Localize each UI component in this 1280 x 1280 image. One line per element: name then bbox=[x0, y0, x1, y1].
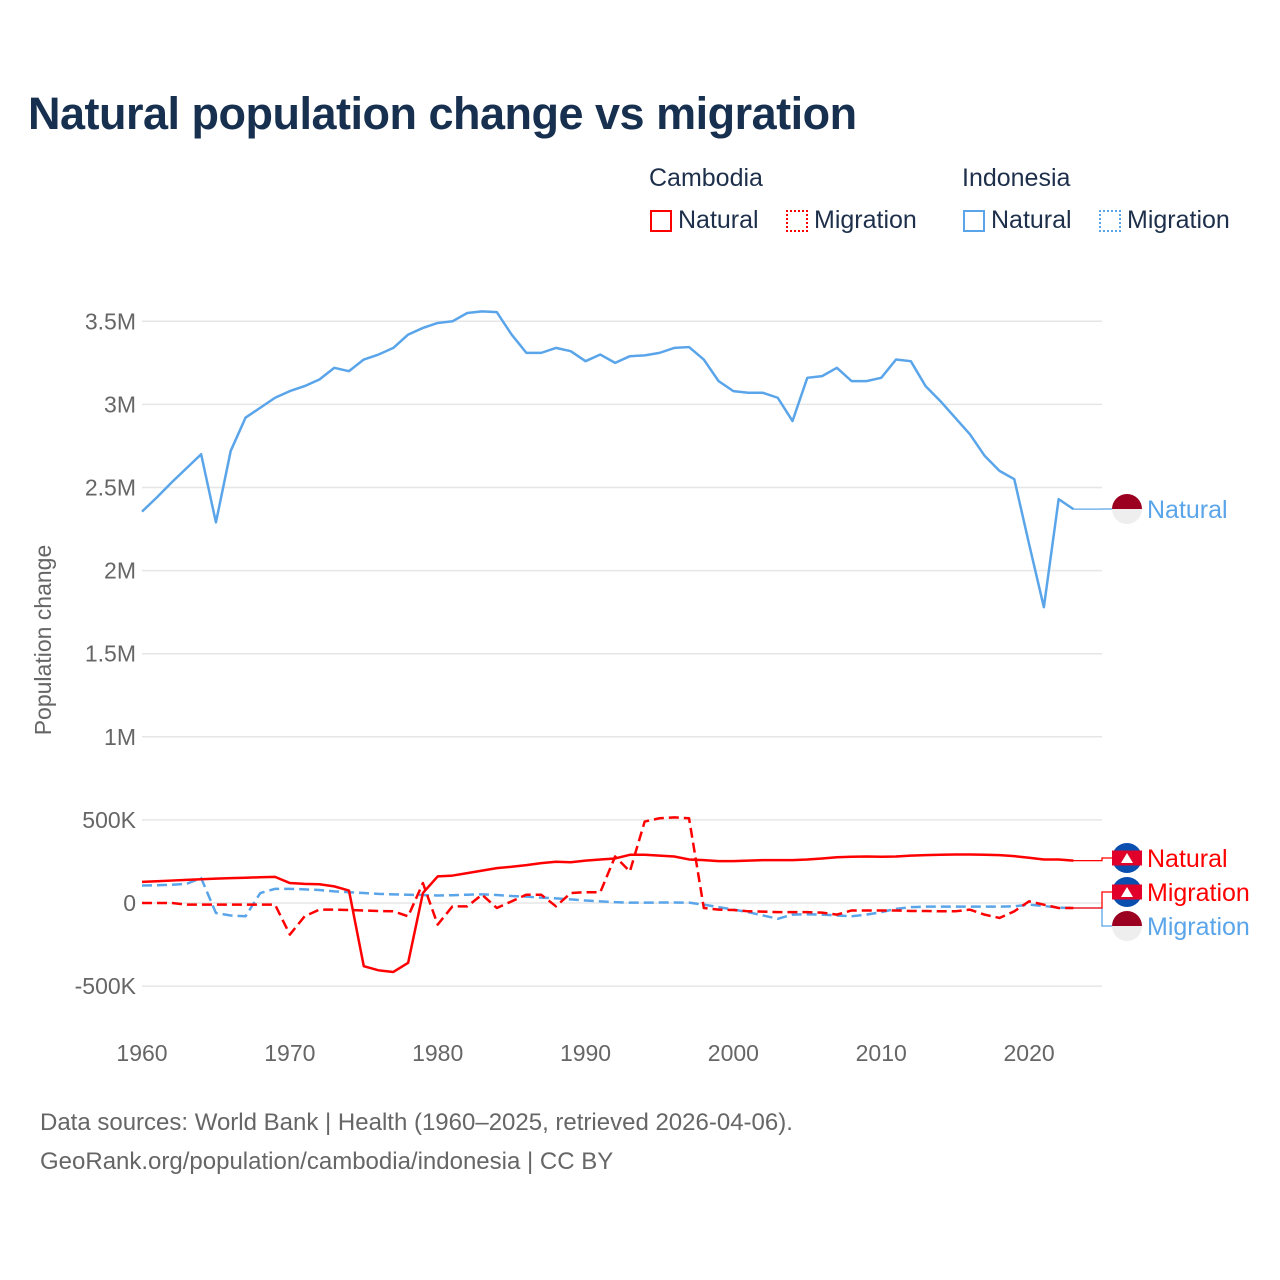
footer-link[interactable]: GeoRank.org/population/cambodia/indonesi… bbox=[40, 1148, 614, 1175]
legend-swatch-dotted bbox=[786, 209, 808, 232]
label-connector bbox=[1073, 907, 1112, 927]
legend-swatch-dotted bbox=[1099, 209, 1121, 232]
label-connector bbox=[1073, 891, 1112, 909]
legend-group-indonesia: Indonesia bbox=[962, 164, 1071, 192]
y-tick-label: 0 bbox=[123, 890, 136, 916]
legend-item-indonesia-natural[interactable]: Natural bbox=[963, 206, 1072, 235]
legend-group-cambodia: Cambodia bbox=[649, 164, 763, 192]
angkor-wat-icon bbox=[1121, 887, 1133, 897]
x-tick-label: 2010 bbox=[856, 1040, 907, 1066]
y-tick-label: 3.5M bbox=[85, 308, 136, 334]
indonesia-flag-icon bbox=[1112, 911, 1142, 926]
legend-label: Migration bbox=[814, 206, 917, 234]
x-tick-label: 1960 bbox=[116, 1040, 167, 1066]
chart-title: Natural population change vs migration bbox=[28, 88, 857, 139]
y-tick-label: 1.5M bbox=[85, 641, 136, 667]
x-tick-label: 1970 bbox=[264, 1040, 315, 1066]
legend-item-indonesia-migration[interactable]: Migration bbox=[1099, 206, 1230, 235]
y-axis-label: Population change bbox=[30, 545, 56, 736]
y-tick-label: -500K bbox=[75, 973, 137, 999]
end-label-cambodia-natural: Natural bbox=[1147, 845, 1228, 873]
x-tick-label: 2020 bbox=[1003, 1040, 1054, 1066]
y-tick-label: 1M bbox=[104, 724, 136, 750]
indonesia-flag-icon bbox=[1112, 494, 1142, 509]
y-tick-label: 2M bbox=[104, 558, 136, 584]
end-label-indonesia-migration: Migration bbox=[1147, 913, 1250, 941]
indonesia-flag-icon bbox=[1112, 509, 1142, 524]
x-tick-label: 1990 bbox=[560, 1040, 611, 1066]
legend-swatch-solid bbox=[650, 209, 672, 232]
angkor-wat-icon bbox=[1121, 853, 1133, 863]
y-tick-label: 2.5M bbox=[85, 475, 136, 501]
footer-sources: Data sources: World Bank | Health (1960–… bbox=[40, 1109, 793, 1136]
legend-item-cambodia-migration[interactable]: Migration bbox=[786, 206, 917, 235]
label-connector bbox=[1073, 857, 1112, 862]
series-line-indonesia-migration bbox=[141, 876, 1074, 921]
legend-label: Migration bbox=[1127, 206, 1230, 234]
legend-label: Natural bbox=[678, 206, 759, 234]
series-line-cambodia-natural bbox=[141, 853, 1074, 974]
legend-swatch-solid bbox=[963, 209, 985, 232]
x-tick-label: 1980 bbox=[412, 1040, 463, 1066]
legend-item-cambodia-natural[interactable]: Natural bbox=[650, 206, 759, 235]
end-label-cambodia-migration: Migration bbox=[1147, 879, 1250, 907]
end-label-indonesia-natural: Natural bbox=[1147, 496, 1228, 524]
series-line-indonesia-natural bbox=[141, 310, 1075, 609]
indonesia-flag-icon bbox=[1112, 926, 1142, 941]
x-tick-label: 2000 bbox=[708, 1040, 759, 1066]
series-line-cambodia-migration bbox=[142, 816, 1074, 936]
legend-label: Natural bbox=[991, 206, 1072, 234]
y-tick-label: 3M bbox=[104, 391, 136, 417]
y-tick-label: 500K bbox=[82, 807, 136, 833]
